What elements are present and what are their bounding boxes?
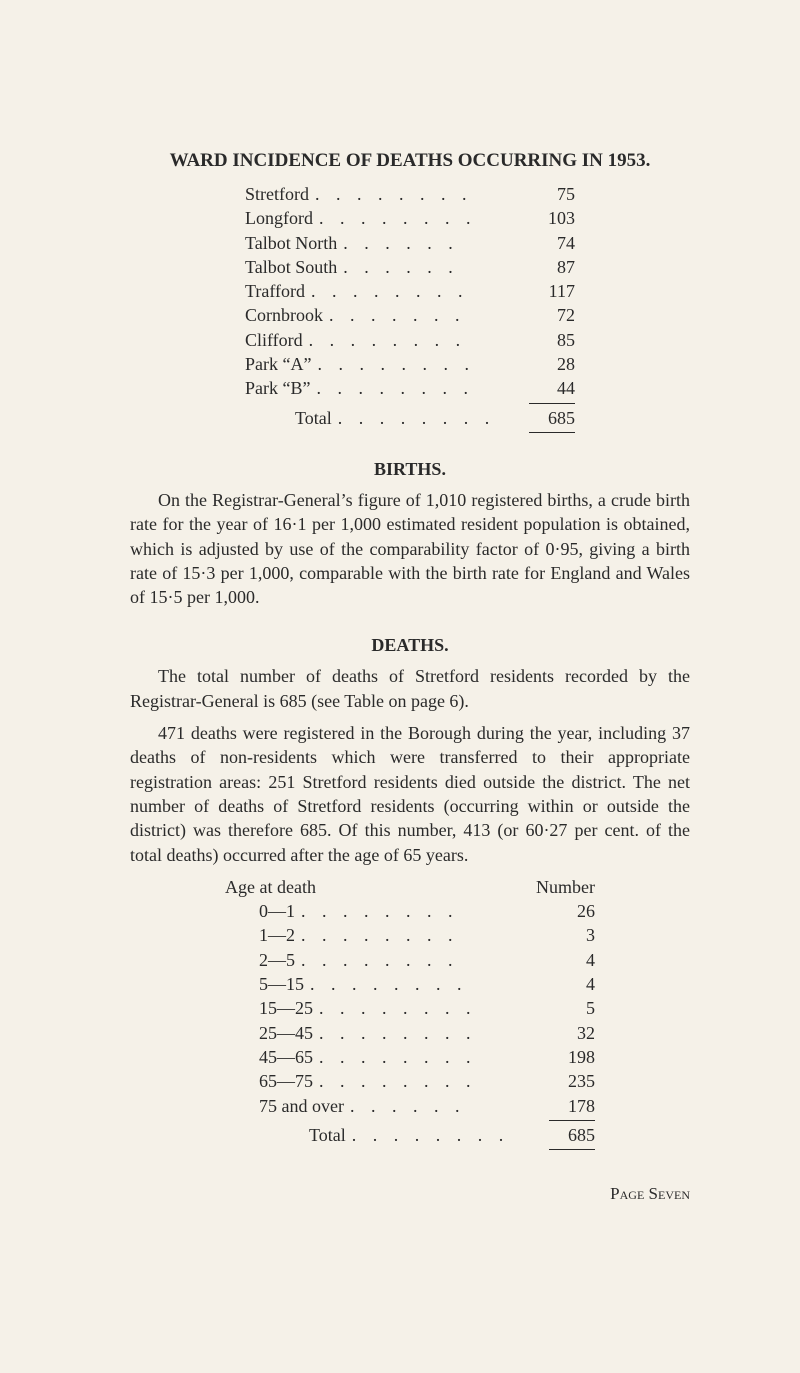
age-value: 26 bbox=[545, 899, 595, 923]
age-header: Age at death Number bbox=[225, 875, 595, 899]
ward-value: 103 bbox=[525, 206, 575, 230]
ward-label: Clifford bbox=[245, 328, 303, 352]
table-row: 1—2 . . . . . . . . 3 bbox=[225, 923, 595, 947]
leader-dots: . . . . . . . . bbox=[313, 206, 525, 230]
age-label: 75 and over bbox=[259, 1094, 344, 1118]
table-row: Cornbrook . . . . . . . 72 bbox=[245, 303, 575, 327]
ward-value: 117 bbox=[525, 279, 575, 303]
table-row: Stretford . . . . . . . . 75 bbox=[245, 182, 575, 206]
leader-dots: . . . . . . . . bbox=[313, 1021, 545, 1045]
table-row: 0—1 . . . . . . . . 26 bbox=[225, 899, 595, 923]
deaths-heading: DEATHS. bbox=[130, 635, 690, 656]
table-row: 25—45 . . . . . . . . 32 bbox=[225, 1021, 595, 1045]
age-label: 5—15 bbox=[259, 972, 304, 996]
age-value: 235 bbox=[545, 1069, 595, 1093]
leader-dots: . . . . . . . . bbox=[303, 328, 525, 352]
age-label: 65—75 bbox=[259, 1069, 313, 1093]
ward-label: Cornbrook bbox=[245, 303, 323, 327]
deaths-paragraph-1: The total number of deaths of Stretford … bbox=[130, 664, 690, 713]
table-row: 15—25 . . . . . . . . 5 bbox=[225, 996, 595, 1020]
table-row: Talbot South . . . . . . 87 bbox=[245, 255, 575, 279]
table-row: Longford . . . . . . . . 103 bbox=[245, 206, 575, 230]
age-value: 4 bbox=[545, 948, 595, 972]
births-paragraph: On the Registrar-General’s figure of 1,0… bbox=[130, 488, 690, 609]
rule bbox=[529, 403, 575, 404]
leader-dots: . . . . . . . . bbox=[346, 1123, 545, 1147]
ward-table: Stretford . . . . . . . . 75 Longford . … bbox=[245, 182, 575, 433]
ward-label: Park “A” bbox=[245, 352, 311, 376]
ward-label: Stretford bbox=[245, 182, 309, 206]
ward-label: Talbot North bbox=[245, 231, 337, 255]
table-row: 65—75 . . . . . . . . 235 bbox=[225, 1069, 595, 1093]
page: WARD INCIDENCE OF DEATHS OCCURRING IN 19… bbox=[0, 0, 800, 1264]
total-row: Total . . . . . . . . 685 bbox=[225, 1123, 595, 1147]
ward-label: Trafford bbox=[245, 279, 305, 303]
table-row: 75 and over . . . . . . 178 bbox=[225, 1094, 595, 1118]
deaths-paragraph-2: 471 deaths were registered in the Boroug… bbox=[130, 721, 690, 867]
table-row: 2—5 . . . . . . . . 4 bbox=[225, 948, 595, 972]
total-label: Total bbox=[295, 406, 332, 430]
age-value: 198 bbox=[545, 1045, 595, 1069]
age-value: 3 bbox=[545, 923, 595, 947]
leader-dots: . . . . . . . . bbox=[295, 948, 545, 972]
table-row: Clifford . . . . . . . . 85 bbox=[245, 328, 575, 352]
age-value: 4 bbox=[545, 972, 595, 996]
rule bbox=[529, 432, 575, 433]
main-title: WARD INCIDENCE OF DEATHS OCCURRING IN 19… bbox=[130, 150, 690, 172]
ward-value: 44 bbox=[525, 376, 575, 400]
rule bbox=[549, 1149, 595, 1150]
age-label: 2—5 bbox=[259, 948, 295, 972]
leader-dots: . . . . . . bbox=[337, 231, 525, 255]
leader-dots: . . . . . . . . bbox=[295, 899, 545, 923]
table-row: Talbot North . . . . . . 74 bbox=[245, 231, 575, 255]
age-header-right: Number bbox=[536, 875, 595, 899]
total-value: 685 bbox=[525, 406, 575, 430]
leader-dots: . . . . . . . . bbox=[309, 182, 525, 206]
leader-dots: . . . . . . . . bbox=[295, 923, 545, 947]
age-table: Age at death Number 0—1 . . . . . . . . … bbox=[225, 875, 595, 1150]
age-label: 45—65 bbox=[259, 1045, 313, 1069]
leader-dots: . . . . . . . . bbox=[311, 352, 525, 376]
age-label: 15—25 bbox=[259, 996, 313, 1020]
leader-dots: . . . . . . . . bbox=[313, 1045, 545, 1069]
total-value: 685 bbox=[545, 1123, 595, 1147]
births-heading: BIRTHS. bbox=[130, 459, 690, 480]
total-row: Total . . . . . . . . 685 bbox=[245, 406, 575, 430]
leader-dots: . . . . . . . . bbox=[332, 406, 525, 430]
ward-label: Talbot South bbox=[245, 255, 337, 279]
age-label: 0—1 bbox=[259, 899, 295, 923]
table-row: Park “A” . . . . . . . . 28 bbox=[245, 352, 575, 376]
leader-dots: . . . . . . . . bbox=[304, 972, 545, 996]
ward-value: 87 bbox=[525, 255, 575, 279]
table-row: 5—15 . . . . . . . . 4 bbox=[225, 972, 595, 996]
leader-dots: . . . . . . bbox=[344, 1094, 545, 1118]
rule bbox=[549, 1120, 595, 1121]
ward-value: 85 bbox=[525, 328, 575, 352]
table-row: 45—65 . . . . . . . . 198 bbox=[225, 1045, 595, 1069]
age-header-left: Age at death bbox=[225, 875, 316, 899]
ward-value: 75 bbox=[525, 182, 575, 206]
age-value: 5 bbox=[545, 996, 595, 1020]
ward-label: Park “B” bbox=[245, 376, 310, 400]
table-row: Park “B” . . . . . . . . 44 bbox=[245, 376, 575, 400]
age-label: 25—45 bbox=[259, 1021, 313, 1045]
age-value: 32 bbox=[545, 1021, 595, 1045]
age-label: 1—2 bbox=[259, 923, 295, 947]
leader-dots: . . . . . . bbox=[337, 255, 525, 279]
leader-dots: . . . . . . . . bbox=[313, 996, 545, 1020]
leader-dots: . . . . . . . . bbox=[305, 279, 525, 303]
ward-value: 74 bbox=[525, 231, 575, 255]
total-label: Total bbox=[309, 1123, 346, 1147]
ward-label: Longford bbox=[245, 206, 313, 230]
leader-dots: . . . . . . . . bbox=[310, 376, 525, 400]
table-row: Trafford . . . . . . . . 117 bbox=[245, 279, 575, 303]
age-value: 178 bbox=[545, 1094, 595, 1118]
page-footer: Page Seven bbox=[130, 1184, 690, 1204]
ward-value: 72 bbox=[525, 303, 575, 327]
ward-value: 28 bbox=[525, 352, 575, 376]
leader-dots: . . . . . . . bbox=[323, 303, 525, 327]
leader-dots: . . . . . . . . bbox=[313, 1069, 545, 1093]
